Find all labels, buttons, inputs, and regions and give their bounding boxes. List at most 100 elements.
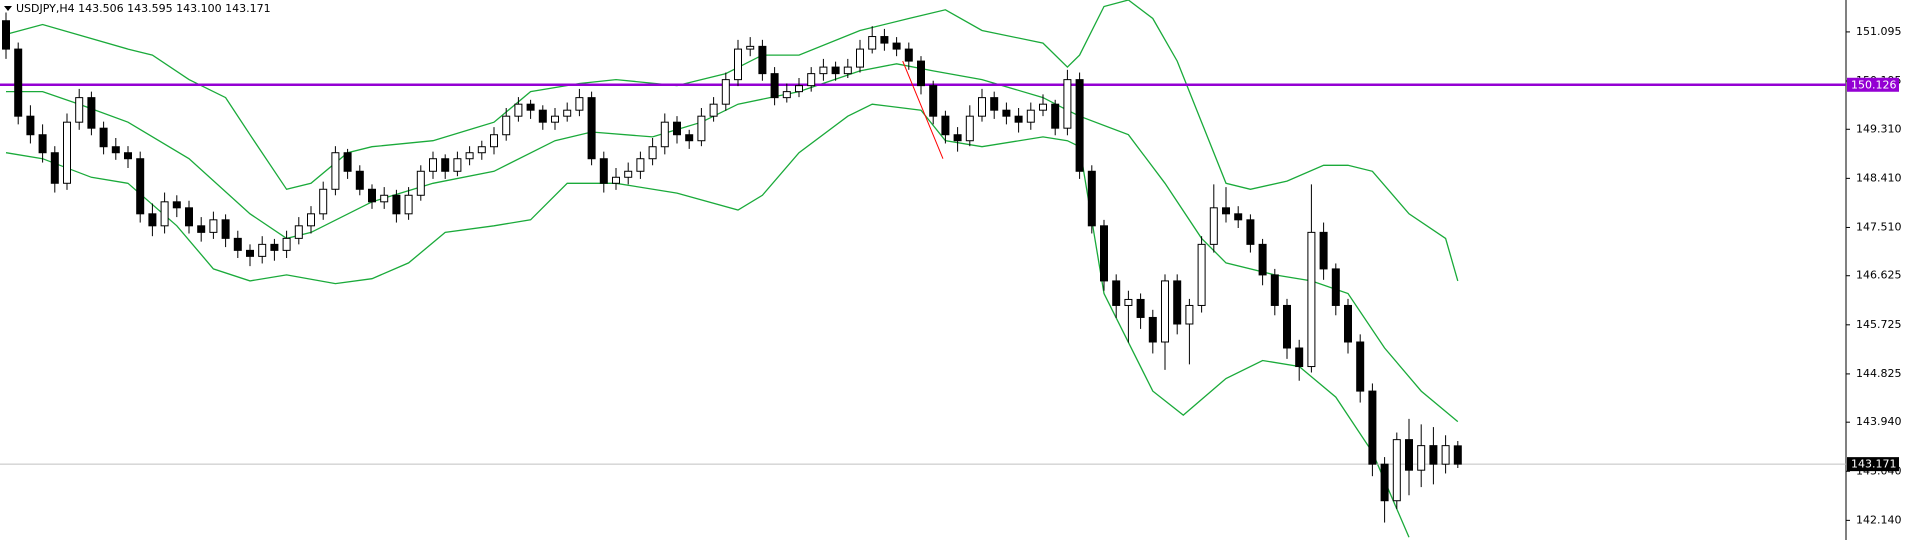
price-label-box (1847, 77, 1899, 92)
candle-body (965, 115, 974, 142)
candle-body (660, 121, 669, 148)
candle-body (917, 60, 925, 87)
candle-body (246, 249, 254, 257)
candle-body (514, 103, 523, 117)
candle-body (1063, 79, 1072, 129)
candle-body (111, 146, 120, 154)
candle-body (563, 109, 572, 117)
candle-body (868, 36, 877, 50)
candle-body (990, 97, 999, 111)
candle-body (258, 243, 267, 257)
bollinger-band (5, 103, 1410, 538)
candle-body (1246, 219, 1255, 245)
candle-body (294, 225, 303, 239)
candle-body (904, 48, 913, 62)
y-tick-label: 148.410 (1856, 171, 1902, 184)
candle-body (1087, 170, 1096, 227)
candle-body (1014, 115, 1023, 123)
candle-body (880, 36, 889, 44)
candle-body (1356, 341, 1365, 392)
candle-body (1234, 213, 1243, 221)
candle-body (734, 48, 742, 81)
candle-body (221, 219, 230, 239)
candle-body (453, 158, 462, 172)
candle-body (282, 237, 291, 251)
candle-body (307, 213, 315, 227)
candle-body (1307, 231, 1316, 368)
candle-body (14, 48, 23, 117)
candle-body (526, 103, 535, 111)
candle-body (477, 146, 486, 154)
candle-body (172, 201, 181, 209)
y-tick-label: 146.625 (1856, 269, 1902, 282)
candle-body (1417, 445, 1426, 471)
candle-body (612, 176, 620, 184)
candle-body (1075, 79, 1084, 172)
candle-body (575, 97, 584, 111)
candle-body (721, 79, 730, 105)
candle-body (795, 85, 803, 93)
candle-body (1161, 280, 1169, 343)
candle-body (1344, 304, 1352, 343)
candle-body (392, 194, 401, 215)
candle-body (782, 91, 791, 99)
symbol-menu-arrow[interactable] (4, 6, 12, 11)
candle-body (843, 66, 852, 75)
candle-body (185, 207, 193, 227)
candle-body (87, 97, 96, 129)
candle-body (1295, 347, 1304, 368)
candle-body (380, 194, 389, 203)
candle-body (709, 103, 718, 117)
candle-body (1051, 103, 1060, 129)
candle-body (1429, 445, 1438, 465)
price-label-box (1847, 457, 1899, 472)
candle-body (1136, 298, 1145, 318)
candle-body (1222, 207, 1230, 215)
candle-body (270, 243, 279, 251)
candle-body (1405, 439, 1413, 471)
candle-body (26, 115, 35, 136)
candle-body (648, 146, 657, 160)
y-tick-label: 143.940 (1856, 415, 1902, 428)
candle-body (1173, 280, 1182, 325)
candle-body (136, 158, 145, 215)
candle-body (1270, 274, 1279, 306)
candle-body (807, 73, 816, 87)
candle-body (819, 66, 828, 75)
candle-body (1392, 439, 1401, 502)
price-label: 143.171 (1851, 458, 1897, 471)
candle-body (75, 97, 84, 123)
candle-body (404, 194, 413, 215)
candle-body (1185, 304, 1194, 325)
y-tick-label: 145.725 (1856, 318, 1902, 331)
candle-body (441, 158, 450, 172)
candle-body (343, 152, 352, 172)
candle-body (63, 121, 71, 184)
candle-body (331, 152, 340, 190)
candle-body (673, 121, 681, 136)
candle-body (1258, 243, 1267, 276)
candle-body (746, 45, 755, 50)
chart-title: USDJPY,H4 143.506 143.595 143.100 143.17… (16, 2, 271, 15)
candle-body (551, 115, 559, 123)
plot-area (0, 0, 1846, 538)
candle-body (1002, 109, 1011, 117)
candle-body (1112, 280, 1121, 306)
candle-body (941, 115, 950, 136)
candle-body (1124, 298, 1133, 306)
candle-body (1148, 316, 1157, 343)
y-tick-label: 144.825 (1856, 367, 1902, 380)
y-tick-label: 147.510 (1856, 220, 1902, 233)
candle-body (490, 134, 498, 148)
candle-body (624, 170, 633, 178)
candle-body (636, 158, 645, 172)
candle-body (233, 237, 242, 251)
bollinger-band (6, 63, 1459, 423)
candle-body (160, 201, 169, 227)
candle-body (1039, 103, 1047, 111)
candle-body (856, 48, 864, 68)
candle-body (953, 134, 962, 142)
candle-body (38, 134, 47, 154)
candle-body (1380, 463, 1389, 502)
